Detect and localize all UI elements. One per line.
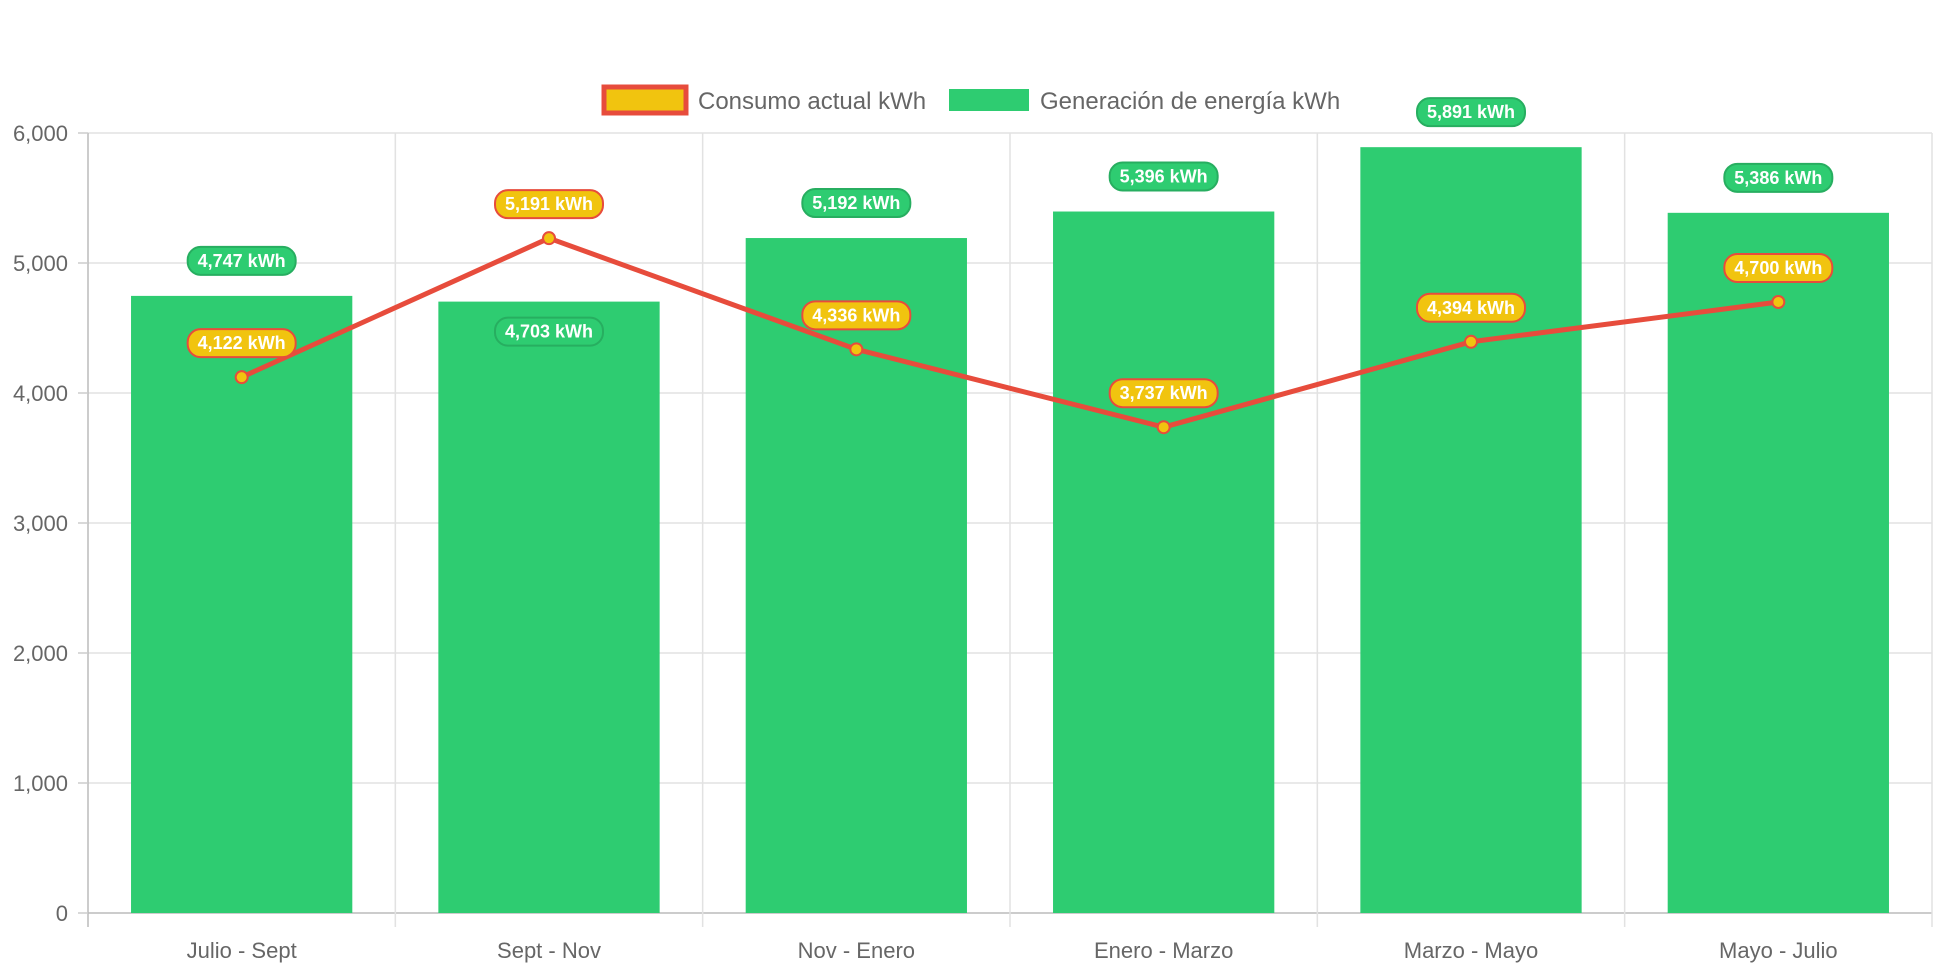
bar-data-label: 4,703 kWh — [505, 322, 593, 342]
line-point — [542, 231, 556, 246]
line-data-label: 4,394 kWh — [1427, 298, 1515, 318]
y-tick-label: 2,000 — [13, 641, 68, 666]
bar-data-label-bg — [1108, 161, 1219, 192]
bar-data-label: 5,386 kWh — [1734, 168, 1822, 188]
bar-data-label-bg — [801, 188, 912, 219]
bar-data-label: 5,891 kWh — [1427, 102, 1515, 122]
line-data-label-bg — [1723, 253, 1834, 283]
line-data-label-bg — [801, 300, 912, 331]
x-tick-label: Marzo - Mayo — [1404, 938, 1538, 963]
line-point — [1771, 295, 1786, 309]
x-tick-label: Sept - Nov — [497, 938, 601, 963]
legend-swatch-consumo — [601, 84, 689, 116]
y-tick-label: 0 — [56, 901, 68, 926]
line-data-label: 5,191 kWh — [505, 194, 593, 214]
y-tick-label: 4,000 — [13, 381, 68, 406]
line-data-label-bg — [494, 189, 604, 220]
bar-series — [131, 147, 1889, 914]
x-tick-label: Julio - Sept — [187, 938, 297, 963]
legend-swatch-generacion — [949, 89, 1029, 111]
x-tick-label: Enero - Marzo — [1094, 938, 1233, 963]
legend-item-generacion[interactable]: Generación de energía kWh — [949, 88, 1340, 115]
bar — [1667, 212, 1889, 913]
consumo-line — [240, 235, 1779, 430]
bar-data-label-bg — [1723, 162, 1834, 193]
line-data-label-bg — [186, 328, 297, 359]
line-point — [234, 370, 249, 385]
bar — [438, 301, 660, 913]
line-data-label: 4,122 kWh — [198, 333, 286, 353]
bar — [745, 238, 967, 914]
x-tick-label: Mayo - Julio — [1719, 938, 1838, 963]
bar — [131, 295, 353, 913]
bar-data-label-bg — [1416, 97, 1526, 128]
legend-item-consumo[interactable]: Consumo actual kWh — [601, 84, 926, 116]
y-tick-label: 1,000 — [13, 771, 68, 796]
bar — [1053, 211, 1275, 913]
bar — [1360, 147, 1582, 914]
y-tick-label: 5,000 — [13, 251, 68, 276]
bar-data-label-bg — [186, 245, 297, 276]
x-tick-label: Nov - Enero — [798, 938, 915, 963]
y-tick-label: 3,000 — [13, 511, 68, 536]
line-data-label: 4,336 kWh — [812, 305, 900, 325]
line-series — [234, 231, 1786, 435]
axes: 0 1,000 2,000 3,000 4,000 5,000 6,000 Julio - S… — [13, 121, 1838, 963]
bar-data-label: 5,396 kWh — [1120, 167, 1208, 187]
grid — [87, 132, 1933, 927]
line-point — [1464, 334, 1478, 349]
bar-data-label: 4,747 kWh — [198, 251, 286, 271]
line-data-label: 3,737 kWh — [1120, 383, 1208, 403]
y-tick-label: 6,000 — [13, 121, 68, 146]
legend-label-generacion: Generación de energía kWh — [1040, 88, 1340, 115]
line-data-label-bg — [1416, 292, 1526, 323]
line-point — [1156, 420, 1171, 435]
line-data-label-bg — [1108, 378, 1219, 409]
legend[interactable]: Consumo actual kWh Generación de energía… — [601, 84, 1340, 116]
line-data-label: 4,700 kWh — [1734, 258, 1822, 278]
legend-label-consumo: Consumo actual kWh — [698, 88, 926, 115]
bar-data-label: 5,192 kWh — [812, 193, 900, 213]
bar-data-label-bg — [494, 316, 604, 347]
line-point — [849, 342, 864, 357]
data-labels: 4,747 kWh 4,703 kWh 5,192 kWh 5,396 kWh 5,89… — [186, 97, 1834, 409]
